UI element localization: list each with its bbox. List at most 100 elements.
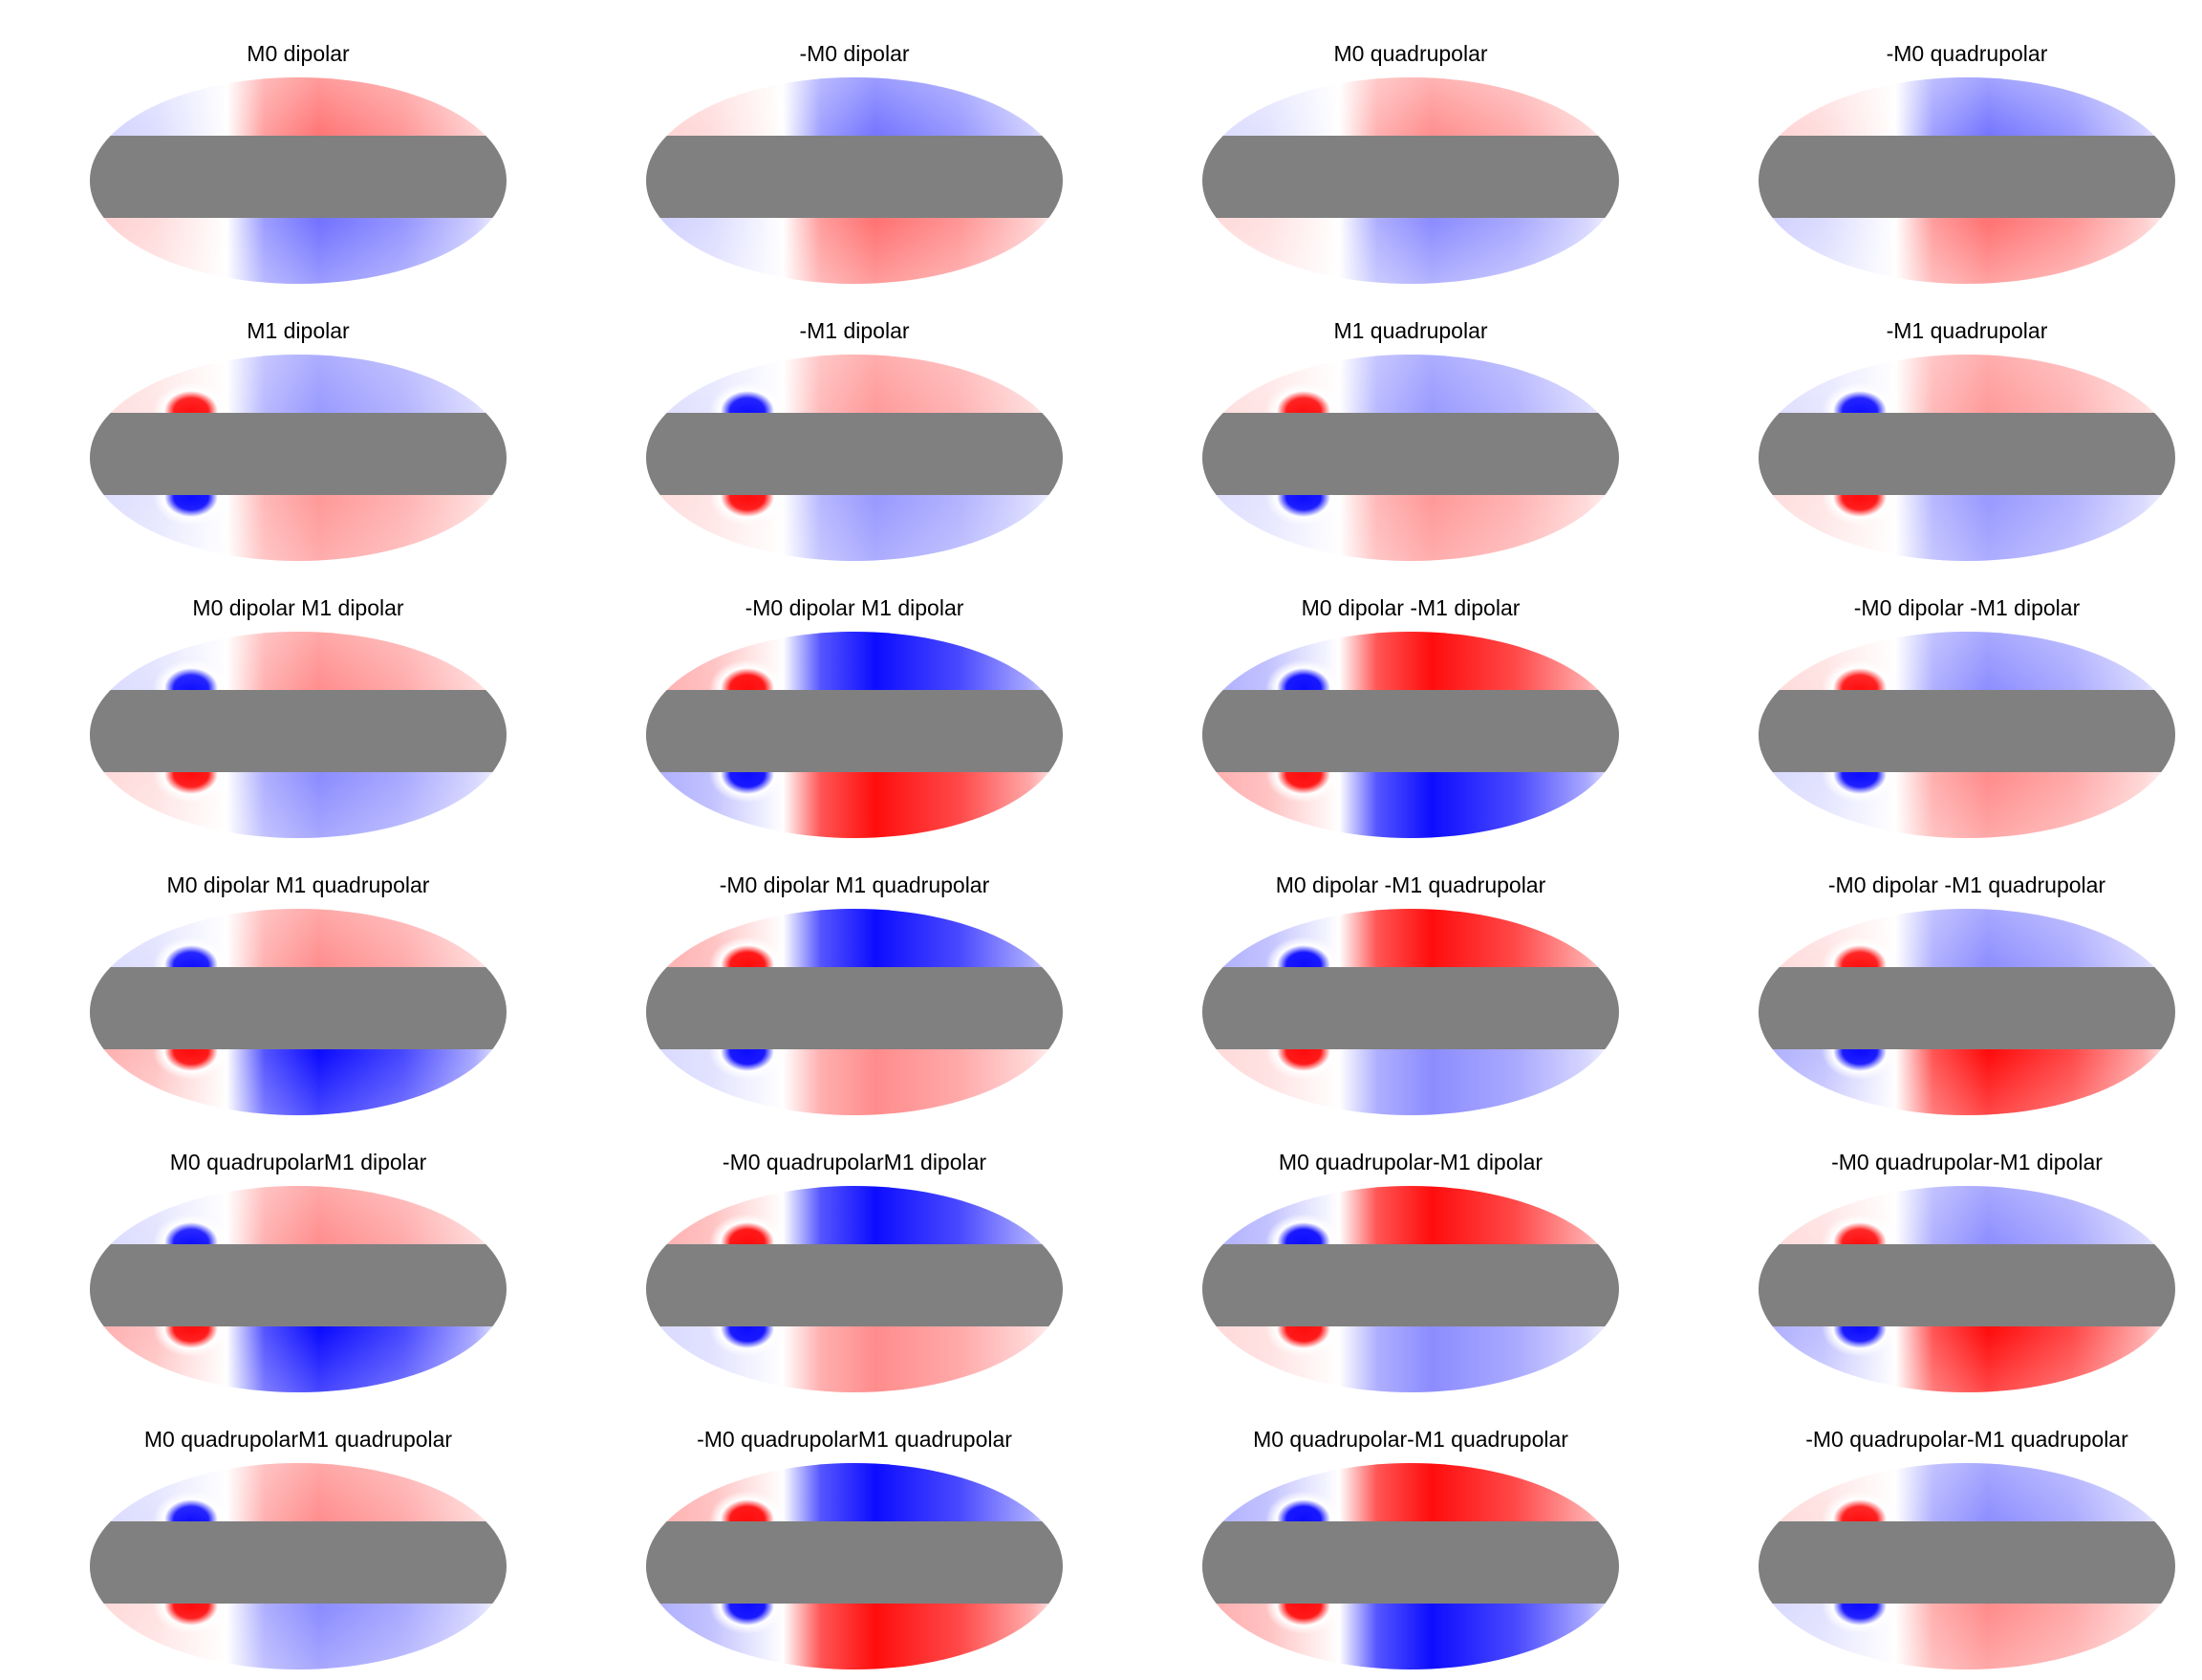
galactic-mask (646, 967, 1063, 1049)
galactic-mask (1202, 690, 1619, 772)
galactic-mask (646, 136, 1063, 218)
sky-field (1202, 1463, 1619, 1669)
map-panel: M0 dipolar -M1 quadrupolar (1200, 868, 1621, 1126)
galactic-mask (1202, 1244, 1619, 1326)
mollweide-map (90, 355, 507, 561)
mollweide-map (1759, 355, 2175, 561)
galactic-mask (90, 967, 507, 1049)
mollweide-map (1759, 1186, 2175, 1392)
sky-field (1759, 1463, 2175, 1669)
map-panel: -M0 dipolar -M1 dipolar (1757, 591, 2177, 849)
map-panel: -M1 quadrupolar (1757, 313, 2177, 571)
mollweide-map (1202, 1186, 1619, 1392)
mollweide-map (646, 355, 1063, 561)
panel-title: -M0 quadrupolar-M1 quadrupolar (1805, 1427, 2128, 1452)
galactic-mask (1759, 967, 2175, 1049)
panel-title: M0 quadrupolarM1 quadrupolar (143, 1427, 453, 1452)
map-panel: -M0 dipolar (644, 36, 1065, 294)
galactic-mask (1759, 1521, 2175, 1604)
sky-field (646, 1186, 1063, 1392)
mollweide-map (1202, 77, 1619, 284)
sky-field (1759, 632, 2175, 838)
galactic-mask (1202, 413, 1619, 495)
panel-title: M0 quadrupolar-M1 dipolar (1278, 1150, 1544, 1174)
mollweide-map (90, 909, 507, 1115)
panel-title: M0 dipolar M1 dipolar (192, 595, 404, 620)
galactic-mask (646, 690, 1063, 772)
map-panel: M1 quadrupolar (1200, 313, 1621, 571)
galactic-mask (1202, 967, 1619, 1049)
galactic-mask (1759, 1244, 2175, 1326)
map-panel: M0 quadrupolarM1 quadrupolar (88, 1422, 508, 1680)
map-panel: -M1 dipolar (644, 313, 1065, 571)
panel-title: -M0 quadrupolar-M1 dipolar (1831, 1150, 2103, 1174)
galactic-mask (90, 1521, 507, 1604)
mollweide-map (1759, 77, 2175, 284)
panel-title: M1 dipolar (247, 318, 350, 343)
sky-field (90, 1186, 507, 1392)
sky-field (1202, 909, 1619, 1115)
sky-field (90, 77, 507, 284)
galactic-mask (646, 413, 1063, 495)
panel-title: M0 dipolar (247, 41, 350, 66)
map-panel: -M0 quadrupolarM1 dipolar (644, 1145, 1065, 1403)
map-panel: M0 dipolar M1 dipolar (88, 591, 508, 849)
panel-title: M0 quadrupolar (1333, 41, 1488, 66)
panel-title: -M0 dipolar M1 dipolar (745, 595, 964, 620)
map-panel: M0 dipolar M1 quadrupolar (88, 868, 508, 1126)
mollweide-map (1759, 909, 2175, 1115)
sky-field (1759, 1186, 2175, 1392)
panel-title: -M1 quadrupolar (1886, 318, 2048, 343)
mollweide-map (1759, 632, 2175, 838)
sky-field (1202, 77, 1619, 284)
panel-title: M0 dipolar M1 quadrupolar (166, 872, 430, 897)
sky-field (90, 632, 507, 838)
galactic-mask (1202, 136, 1619, 218)
map-panel: -M0 dipolar M1 dipolar (644, 591, 1065, 849)
panel-title: -M0 quadrupolar (1886, 41, 2048, 66)
panel-title: -M0 dipolar -M1 quadrupolar (1827, 872, 2106, 897)
mollweide-map (1202, 355, 1619, 561)
galactic-mask (90, 1244, 507, 1326)
galactic-mask (646, 1244, 1063, 1326)
sky-field (90, 909, 507, 1115)
map-panel: -M0 quadrupolar-M1 quadrupolar (1757, 1422, 2177, 1680)
sky-field (646, 632, 1063, 838)
mollweide-map (646, 909, 1063, 1115)
sky-field (646, 355, 1063, 561)
galactic-mask (1759, 413, 2175, 495)
mollweide-map (1202, 1463, 1619, 1669)
galactic-mask (1759, 690, 2175, 772)
panel-title: M0 quadrupolar-M1 quadrupolar (1253, 1427, 1568, 1452)
panel-title: M1 quadrupolar (1333, 318, 1488, 343)
panel-title: -M0 dipolar (799, 41, 910, 66)
mollweide-map (646, 1186, 1063, 1392)
galactic-mask (1759, 136, 2175, 218)
sky-field (1202, 1186, 1619, 1392)
map-panel: M0 dipolar (88, 36, 508, 294)
sky-field (1202, 632, 1619, 838)
panel-title: -M0 quadrupolarM1 dipolar (722, 1150, 987, 1174)
mollweide-map (646, 632, 1063, 838)
panel-title: M0 dipolar -M1 dipolar (1301, 595, 1521, 620)
sky-field (646, 909, 1063, 1115)
panel-title: M0 quadrupolarM1 dipolar (169, 1150, 427, 1174)
mollweide-map (646, 1463, 1063, 1669)
map-panel: -M0 quadrupolar (1757, 36, 2177, 294)
galactic-mask (90, 413, 507, 495)
map-panel: -M0 dipolar -M1 quadrupolar (1757, 868, 2177, 1126)
mollweide-map (90, 632, 507, 838)
mollweide-map (1202, 632, 1619, 838)
mollweide-map (1759, 1463, 2175, 1669)
panel-title: -M0 dipolar -M1 dipolar (1853, 595, 2081, 620)
sky-field (1759, 77, 2175, 284)
panel-title: -M0 dipolar M1 quadrupolar (719, 872, 990, 897)
sky-field (90, 355, 507, 561)
mollweide-map (1202, 909, 1619, 1115)
sky-field (1759, 355, 2175, 561)
panel-title: M0 dipolar -M1 quadrupolar (1275, 872, 1546, 897)
sky-field (90, 1463, 507, 1669)
sky-field (646, 77, 1063, 284)
sky-field (646, 1463, 1063, 1669)
